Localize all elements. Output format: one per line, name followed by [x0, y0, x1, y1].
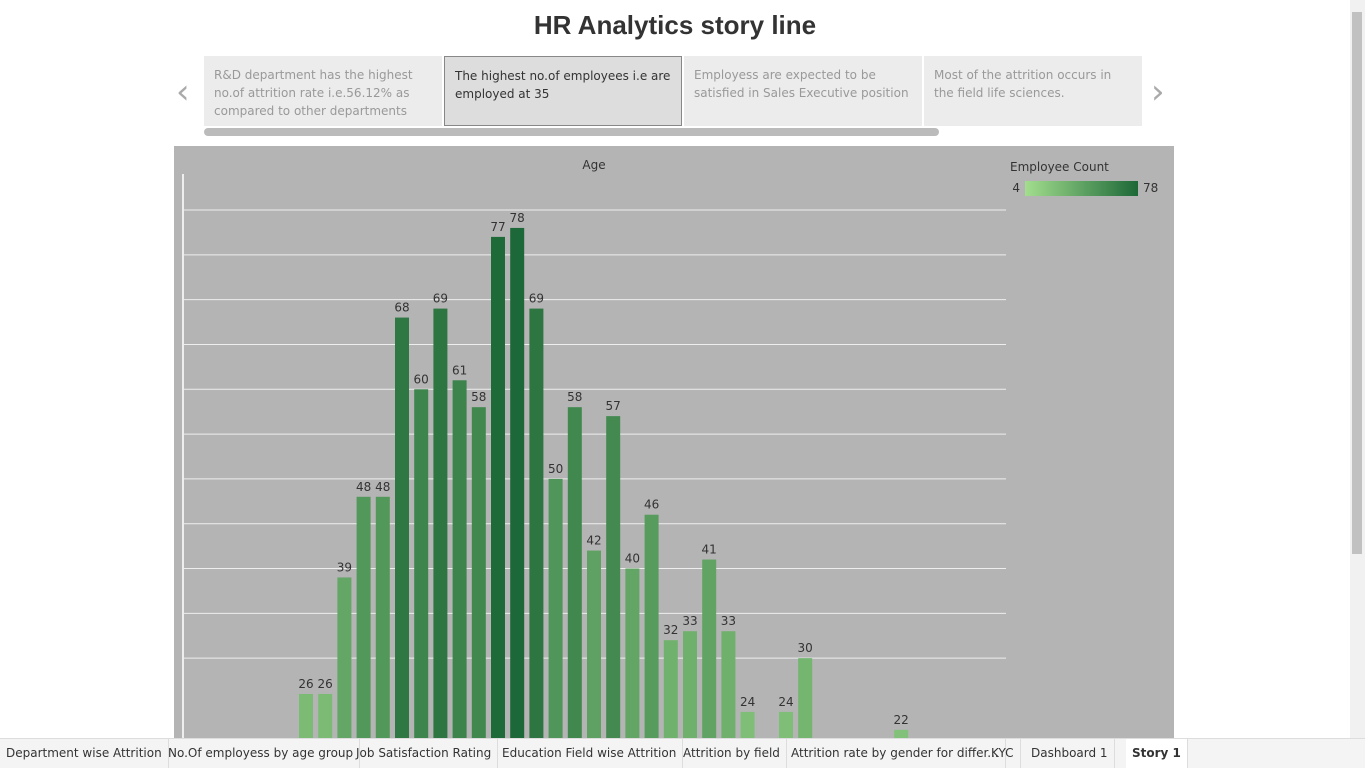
data-label: 40: [625, 552, 640, 566]
bar: [318, 693, 333, 738]
bar: [798, 658, 813, 738]
story-point[interactable]: Most of the attrition occurs in the fiel…: [924, 56, 1142, 126]
tab-bar: Department wise Attrition No.Of employes…: [0, 738, 1365, 768]
bar: [414, 389, 429, 738]
bar: [779, 711, 793, 738]
data-label: 24: [778, 695, 793, 709]
story-point[interactable]: The highest no.of employees i.e are empl…: [444, 56, 682, 126]
bar: [395, 317, 409, 738]
bar: [894, 729, 909, 738]
data-label: 58: [471, 390, 486, 404]
bar: [702, 559, 717, 738]
data-label: 57: [606, 399, 621, 413]
bar: [510, 227, 525, 738]
bar: [529, 308, 544, 738]
tab[interactable]: Dashboard 1: [1025, 739, 1115, 768]
bar: [452, 380, 467, 738]
data-label: 48: [375, 480, 390, 494]
legend-gradient: [1025, 181, 1138, 196]
bar: [356, 496, 371, 738]
data-label: 48: [356, 480, 371, 494]
data-label: 26: [318, 677, 333, 691]
legend-max: 78: [1143, 181, 1158, 195]
bar: [587, 550, 601, 738]
data-label: 24: [740, 695, 755, 709]
tab[interactable]: No.Of employess by age group: [162, 739, 361, 768]
chart: Age Employee Count 4 78 26 26 39 48 48 68 60 69…: [182, 158, 1158, 738]
data-label: 41: [702, 543, 717, 557]
bar: [606, 416, 621, 738]
story-point[interactable]: Employess are expected to be satisfied i…: [684, 56, 922, 126]
story-title: HR Analytics story line: [533, 10, 817, 40]
bar: [375, 496, 390, 738]
data-label: 39: [337, 560, 352, 574]
tab[interactable]: Job Satisfaction Rating: [350, 739, 499, 768]
axis-title: Age: [582, 158, 605, 172]
tab[interactable]: Attrition by field: [677, 739, 787, 768]
data-label: 77: [490, 220, 505, 234]
data-label: 22: [894, 713, 909, 727]
bar: [337, 577, 352, 738]
data-label: 26: [298, 677, 313, 691]
bar: [299, 693, 313, 738]
data-label: 30: [798, 641, 813, 655]
data-label: 60: [414, 372, 429, 386]
legend-title: Employee Count: [1010, 160, 1109, 174]
data-label: 33: [721, 614, 736, 628]
scroll-thumb[interactable]: [1352, 12, 1362, 554]
data-label: 68: [394, 301, 409, 315]
bar: [567, 407, 582, 738]
data-label: 50: [548, 462, 563, 476]
story-point[interactable]: R&D department has the highest no.of att…: [204, 56, 442, 126]
tab[interactable]: Education Field wise Attrition: [496, 739, 684, 768]
prev-arrow[interactable]: ‹: [176, 72, 190, 112]
scrollbar[interactable]: [204, 128, 939, 136]
data-label: 61: [452, 363, 467, 377]
tab[interactable]: KYC: [985, 739, 1021, 768]
chart-area: Age Employee Count 4 78 26 26 39 48 48 68 60 69…: [174, 146, 1174, 738]
bar: [663, 640, 678, 738]
bar: [625, 568, 640, 738]
data-label: 78: [510, 211, 525, 225]
bar: [471, 407, 486, 738]
tab[interactable]: Attrition rate by gender for differ...: [785, 739, 1006, 768]
bar: [644, 514, 659, 738]
next-arrow[interactable]: ›: [1151, 72, 1165, 112]
data-label: 42: [586, 534, 601, 548]
bar: [683, 631, 697, 738]
data-label: 69: [529, 292, 544, 306]
tab[interactable]: Department wise Attrition: [0, 739, 169, 768]
bar: [433, 308, 448, 738]
bar: [740, 711, 755, 738]
data-label: 46: [644, 498, 659, 512]
bar: [491, 236, 505, 738]
bar: [721, 631, 736, 738]
data-label: 33: [682, 614, 697, 628]
data-label: 32: [663, 623, 678, 637]
legend-min: 4: [1012, 181, 1020, 195]
tab[interactable]: Story 1: [1126, 739, 1188, 768]
data-label: 69: [433, 292, 448, 306]
data-label: 58: [567, 390, 582, 404]
bar: [548, 478, 563, 738]
